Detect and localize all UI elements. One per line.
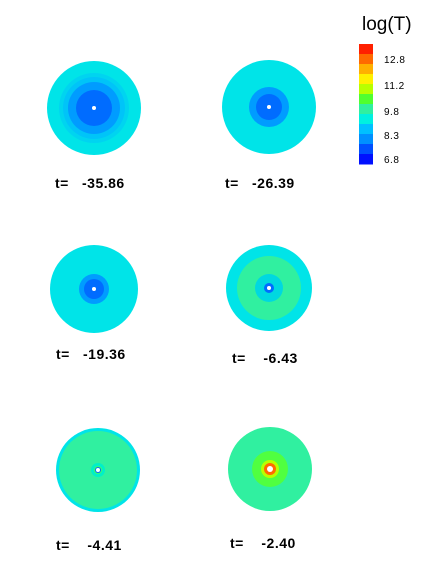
panel-3 [50, 245, 138, 333]
temperature-layer [96, 468, 100, 472]
colorbar-swatch [359, 84, 373, 95]
panel-6 [228, 427, 312, 511]
colorbar-swatch [359, 74, 373, 85]
panel-time-label: t= -19.36 [56, 346, 126, 362]
panel-5 [56, 428, 140, 512]
colorbar-tick-label: 11.2 [384, 81, 405, 92]
panel-time-label: t= -35.86 [55, 175, 125, 191]
temperature-layer [267, 466, 273, 472]
panels-group [47, 60, 316, 512]
colorbar-swatch [359, 134, 373, 145]
panel-time-label: t= -6.43 [232, 350, 298, 366]
colorbar-swatch [359, 64, 373, 75]
colorbar-swatch [359, 144, 373, 155]
legend-title: log(T) [362, 14, 412, 35]
panel-time-label: t= -4.41 [56, 537, 122, 553]
colorbar-swatch [359, 154, 373, 165]
colorbar-swatch [359, 54, 373, 65]
colorbar-swatch [359, 94, 373, 105]
colorbar-tick-label: 8.3 [384, 131, 400, 142]
colorbar [359, 44, 373, 165]
panel-2 [222, 60, 316, 154]
temperature-layer [92, 106, 96, 110]
colorbar-tick-label: 6.8 [384, 155, 400, 166]
panel-4 [226, 245, 312, 331]
colorbar-swatch [359, 44, 373, 55]
colorbar-tick-label: 9.8 [384, 107, 400, 118]
panel-time-label: t= -2.40 [230, 535, 296, 551]
colorbar-swatch [359, 114, 373, 125]
temperature-layer [92, 287, 96, 291]
colorbar-swatch [359, 124, 373, 135]
temperature-layer [267, 105, 271, 109]
panel-1 [47, 61, 141, 155]
colorbar-swatch [359, 104, 373, 115]
panel-time-label: t= -26.39 [225, 175, 295, 191]
colorbar-tick-label: 12.8 [384, 55, 406, 66]
temperature-layer [267, 286, 271, 290]
